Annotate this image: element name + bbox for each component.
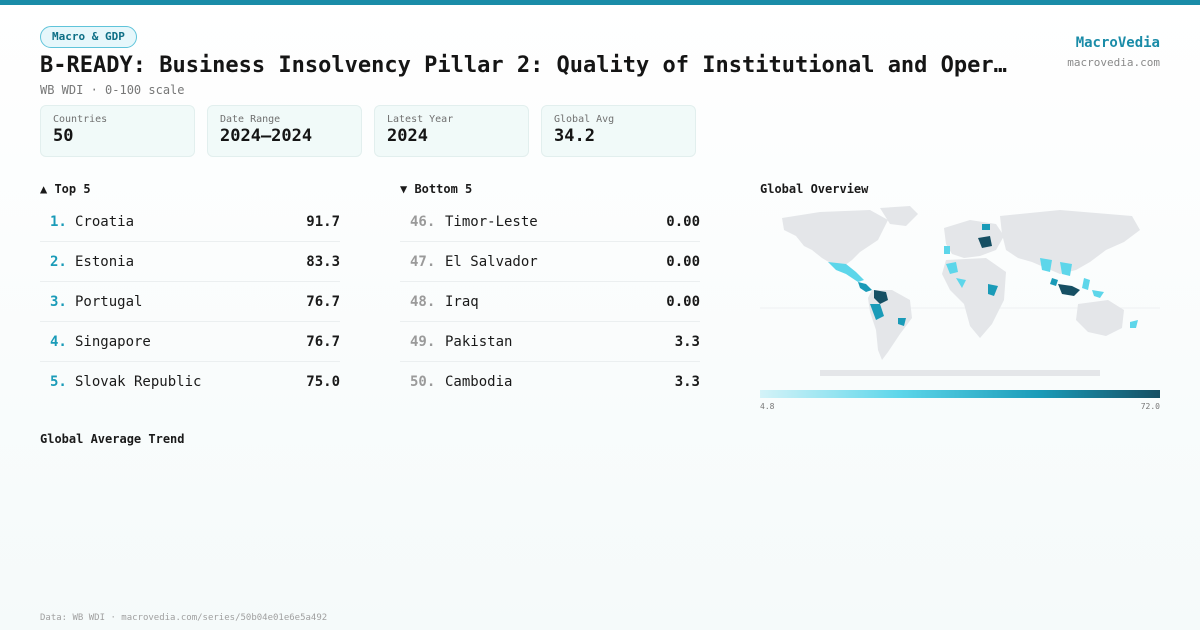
- stat-card-date-range: Date Range 2024–2024: [207, 105, 362, 157]
- stat-value: 50: [53, 126, 74, 146]
- rank-number: 5.: [50, 374, 67, 390]
- region-indonesia: [1058, 284, 1080, 296]
- region-singapore: [1050, 278, 1058, 286]
- stat-label: Date Range: [220, 114, 281, 125]
- rank-number: 50.: [410, 374, 436, 390]
- rank-number: 4.: [50, 333, 67, 350]
- brand-url[interactable]: macrovedia.com: [1067, 56, 1160, 69]
- country-value: 0.00: [666, 213, 700, 230]
- country-name: Croatia: [75, 213, 135, 230]
- stat-label: Latest Year: [387, 114, 454, 125]
- list-item[interactable]: 2. Estonia 83.3: [40, 242, 340, 282]
- list-item[interactable]: 3. Portugal 76.7: [40, 282, 340, 322]
- list-item[interactable]: 49. Pakistan 3.3: [400, 322, 700, 362]
- country-value: 76.7: [306, 333, 340, 350]
- top-accent-bar: [0, 0, 1200, 5]
- region-chile: [898, 318, 906, 326]
- world-choropleth-map[interactable]: [760, 200, 1160, 380]
- land-africa: [942, 258, 1006, 338]
- stat-value: 34.2: [554, 126, 595, 146]
- map-heading: Global Overview: [760, 182, 869, 196]
- region-peru: [870, 304, 884, 320]
- region-colombia: [874, 290, 888, 304]
- region-papua: [1092, 290, 1104, 298]
- land-europe: [944, 220, 1004, 258]
- region-pacific-islands: [1130, 320, 1138, 328]
- country-value: 3.3: [674, 333, 700, 350]
- category-badge[interactable]: Macro & GDP: [40, 26, 137, 48]
- stat-card-countries: Countries 50: [40, 105, 195, 157]
- country-value: 83.3: [306, 253, 340, 270]
- stat-value: 2024: [387, 126, 428, 146]
- region-estonia: [982, 224, 990, 230]
- list-item[interactable]: 50. Cambodia 3.3: [400, 362, 700, 402]
- region-portugal: [944, 246, 950, 254]
- country-name: Portugal: [75, 293, 143, 310]
- country-value: 0.00: [666, 253, 700, 270]
- stat-label: Countries: [53, 114, 108, 125]
- land-north-america: [782, 210, 888, 266]
- region-central-america: [858, 282, 872, 292]
- stat-label: Global Avg: [554, 114, 615, 125]
- region-central-africa: [956, 278, 966, 288]
- world-map-svg: [760, 206, 1160, 376]
- map-legend-gradient: [760, 390, 1160, 398]
- rank-number: 46.: [410, 213, 436, 230]
- country-value: 0.00: [666, 293, 700, 310]
- country-name: Cambodia: [445, 374, 513, 390]
- country-name: Timor-Leste: [445, 213, 538, 230]
- land-south-america: [868, 290, 912, 360]
- page-subtitle: WB WDI · 0-100 scale: [40, 83, 185, 97]
- country-value: 75.0: [306, 374, 340, 390]
- stat-card-latest-year: Latest Year 2024: [374, 105, 529, 157]
- rank-number: 3.: [50, 293, 67, 310]
- list-item[interactable]: 48. Iraq 0.00: [400, 282, 700, 322]
- footer-source: Data: WB WDI · macrovedia.com/series/50b…: [40, 613, 328, 623]
- country-name: Singapore: [75, 333, 151, 350]
- country-name: Estonia: [75, 253, 135, 270]
- country-name: Slovak Republic: [75, 374, 202, 390]
- rank-number: 49.: [410, 333, 436, 350]
- top-5-heading: ▲ Top 5: [40, 182, 91, 196]
- list-item[interactable]: 1. Croatia 91.7: [40, 202, 340, 242]
- legend-min-label: 4.8: [760, 402, 775, 411]
- rank-number: 48.: [410, 293, 436, 310]
- region-east-africa: [988, 284, 998, 296]
- legend-max-label: 72.0: [1140, 402, 1160, 411]
- land-australia: [1076, 300, 1124, 336]
- region-south-asia: [1040, 258, 1052, 272]
- stat-card-global-avg: Global Avg 34.2: [541, 105, 696, 157]
- country-name: Iraq: [445, 293, 479, 310]
- region-philippines: [1082, 278, 1090, 290]
- region-mexico: [828, 262, 864, 282]
- rank-number: 2.: [50, 253, 67, 270]
- bottom-5-heading: ▼ Bottom 5: [400, 182, 473, 196]
- rank-number: 47.: [410, 253, 436, 270]
- land-greenland: [880, 206, 918, 226]
- country-value: 76.7: [306, 293, 340, 310]
- stat-value: 2024–2024: [220, 126, 313, 146]
- land-asia: [1000, 210, 1140, 274]
- trend-heading: Global Average Trend: [40, 432, 185, 446]
- land-antarctica: [820, 370, 1100, 376]
- brand-name[interactable]: MacroVedia: [1075, 35, 1160, 51]
- country-name: El Salvador: [445, 253, 538, 270]
- page-title: B-READY: Business Insolvency Pillar 2: Q…: [40, 53, 1007, 78]
- region-southeast-asia: [1060, 262, 1072, 276]
- list-item[interactable]: 46. Timor-Leste 0.00: [400, 202, 700, 242]
- bottom-5-list: 46. Timor-Leste 0.00 47. El Salvador 0.0…: [400, 202, 700, 402]
- rank-number: 1.: [50, 213, 67, 230]
- country-name: Pakistan: [445, 333, 513, 350]
- list-item[interactable]: 5. Slovak Republic 75.0: [40, 362, 340, 402]
- region-west-africa: [946, 262, 958, 274]
- country-value: 91.7: [306, 213, 340, 230]
- top-5-list: 1. Croatia 91.7 2. Estonia 83.3 3. Portu…: [40, 202, 340, 402]
- list-item[interactable]: 47. El Salvador 0.00: [400, 242, 700, 282]
- country-value: 3.3: [674, 374, 700, 390]
- list-item[interactable]: 4. Singapore 76.7: [40, 322, 340, 362]
- region-croatia: [978, 236, 992, 248]
